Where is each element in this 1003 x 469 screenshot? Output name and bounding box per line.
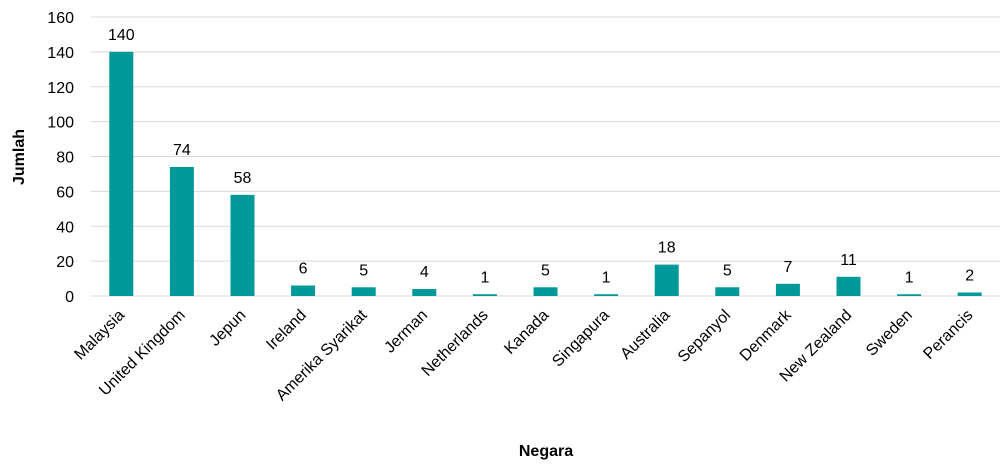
data-label: 1 bbox=[905, 269, 914, 286]
data-label: 6 bbox=[299, 261, 308, 278]
y-axis-ticks: 0 20 40 60 80 100 120 140 160 bbox=[47, 10, 74, 306]
bar bbox=[957, 292, 982, 296]
bar bbox=[533, 287, 558, 296]
y-axis-title: Jumlah bbox=[11, 129, 28, 185]
x-tick-label: Sepanyol bbox=[675, 307, 734, 366]
x-axis-title: Negara bbox=[519, 443, 573, 460]
data-label: 5 bbox=[723, 262, 732, 279]
bar bbox=[836, 276, 861, 296]
bars bbox=[109, 51, 982, 296]
x-tick-label: Singapura bbox=[549, 307, 613, 371]
bar bbox=[654, 264, 679, 296]
data-label: 4 bbox=[420, 264, 429, 281]
bar bbox=[291, 285, 316, 296]
bar bbox=[109, 51, 134, 296]
y-tick-label: 120 bbox=[47, 80, 74, 97]
y-tick-label: 60 bbox=[56, 184, 74, 201]
y-tick-label: 20 bbox=[56, 254, 74, 271]
y-tick-label: 140 bbox=[47, 45, 74, 62]
data-label: 11 bbox=[840, 252, 857, 269]
x-tick-label: Jepun bbox=[206, 307, 249, 350]
data-label: 5 bbox=[359, 262, 368, 279]
bar bbox=[351, 287, 376, 296]
data-label: 7 bbox=[783, 259, 792, 276]
x-tick-label: Denmark bbox=[737, 306, 796, 365]
data-label: 1 bbox=[480, 269, 489, 286]
bar bbox=[715, 287, 740, 296]
x-tick-label: Jerman bbox=[381, 307, 431, 357]
y-tick-label: 160 bbox=[47, 10, 74, 27]
bar bbox=[594, 294, 619, 296]
x-tick-label: Perancis bbox=[920, 307, 976, 363]
data-label: 5 bbox=[541, 262, 550, 279]
data-label: 140 bbox=[108, 27, 135, 44]
data-label: 74 bbox=[173, 142, 191, 159]
bar bbox=[775, 283, 800, 296]
bar bbox=[412, 289, 437, 296]
x-tick-label: Malaysia bbox=[71, 307, 128, 364]
bar bbox=[230, 194, 255, 296]
gridlines bbox=[91, 16, 1000, 297]
bar bbox=[897, 294, 922, 296]
bar bbox=[169, 166, 194, 296]
y-tick-label: 80 bbox=[56, 150, 74, 167]
bar bbox=[472, 294, 497, 296]
data-label: 58 bbox=[234, 170, 252, 187]
x-tick-label: Australia bbox=[617, 307, 673, 363]
y-tick-label: 100 bbox=[47, 115, 74, 132]
data-label: 2 bbox=[965, 268, 974, 285]
data-label: 1 bbox=[602, 269, 611, 286]
data-label: 18 bbox=[658, 240, 676, 257]
x-tick-label: Ireland bbox=[263, 307, 310, 354]
y-tick-label: 40 bbox=[56, 219, 74, 236]
x-tick-label: Sweden bbox=[863, 307, 916, 360]
x-tick-label: Kanada bbox=[501, 307, 552, 358]
y-tick-label: 0 bbox=[65, 289, 74, 306]
